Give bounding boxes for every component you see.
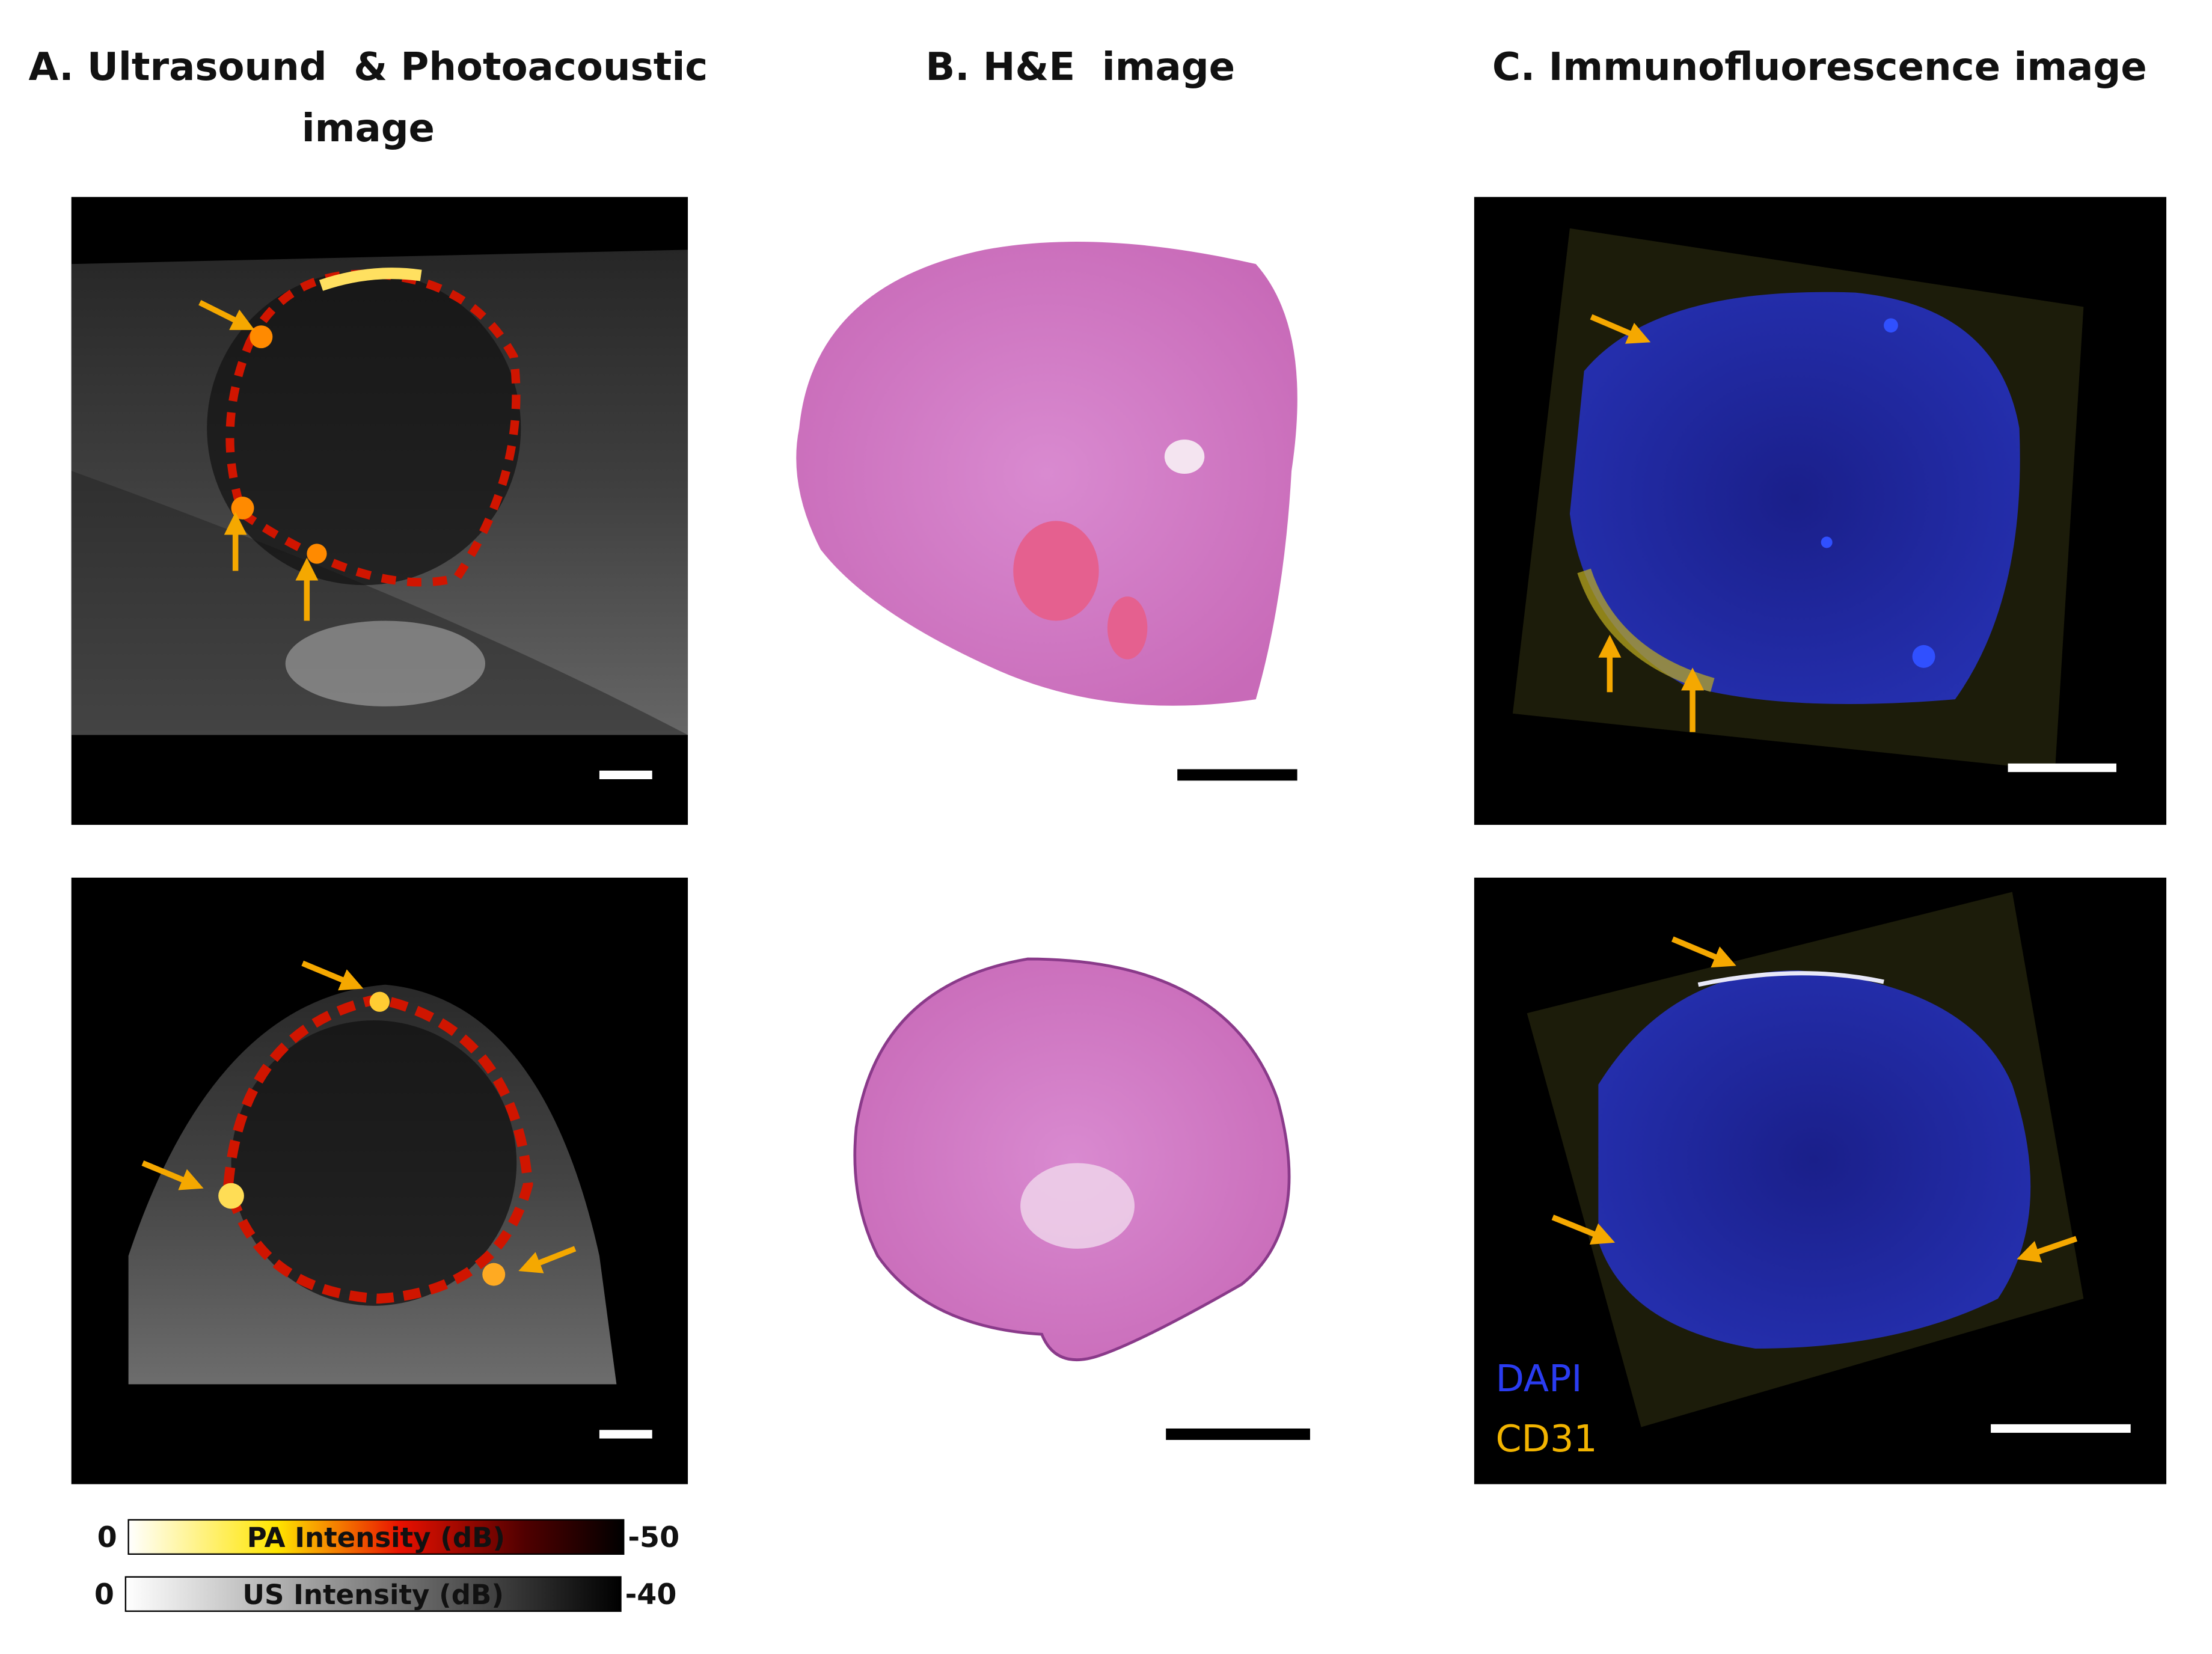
colorbar-max: -50	[628, 1521, 679, 1554]
immunofluorescence-image-top	[1474, 197, 2167, 825]
colorbar-max: -40	[625, 1578, 677, 1611]
immunofluorescence-image-bottom	[1474, 877, 2167, 1484]
panel-title: image	[302, 106, 435, 151]
ultrasound-image-bottom	[71, 877, 688, 1484]
colorbar	[127, 1519, 625, 1555]
colorbar	[124, 1576, 622, 1612]
legend-entry: DAPI	[1495, 1357, 1582, 1400]
colorbar-min: 0	[97, 1521, 117, 1554]
legend: DAPI CD31	[1495, 1357, 1597, 1460]
colorbar-label: US Intensity (dB)	[242, 1579, 504, 1611]
he-image-top	[796, 242, 1297, 781]
colorbars: PA Intensity (dB) 0 -50 US Intensity (dB) 0 -…	[94, 1519, 679, 1612]
titles: A. Ultrasound & Photoacoustic image B. H&E…	[28, 45, 2146, 151]
colorbar-min: 0	[94, 1578, 114, 1611]
panel-title: A. Ultrasound & Photoacoustic	[28, 45, 708, 90]
legend-entry: CD31	[1495, 1417, 1597, 1460]
panel-title: B. H&E image	[925, 45, 1235, 90]
ultrasound-image-top	[71, 197, 688, 825]
panel-title: C. Immunofluorescence image	[1492, 45, 2147, 90]
colorbar-label: PA Intensity (dB)	[247, 1522, 505, 1554]
he-image-bottom	[853, 957, 1310, 1440]
